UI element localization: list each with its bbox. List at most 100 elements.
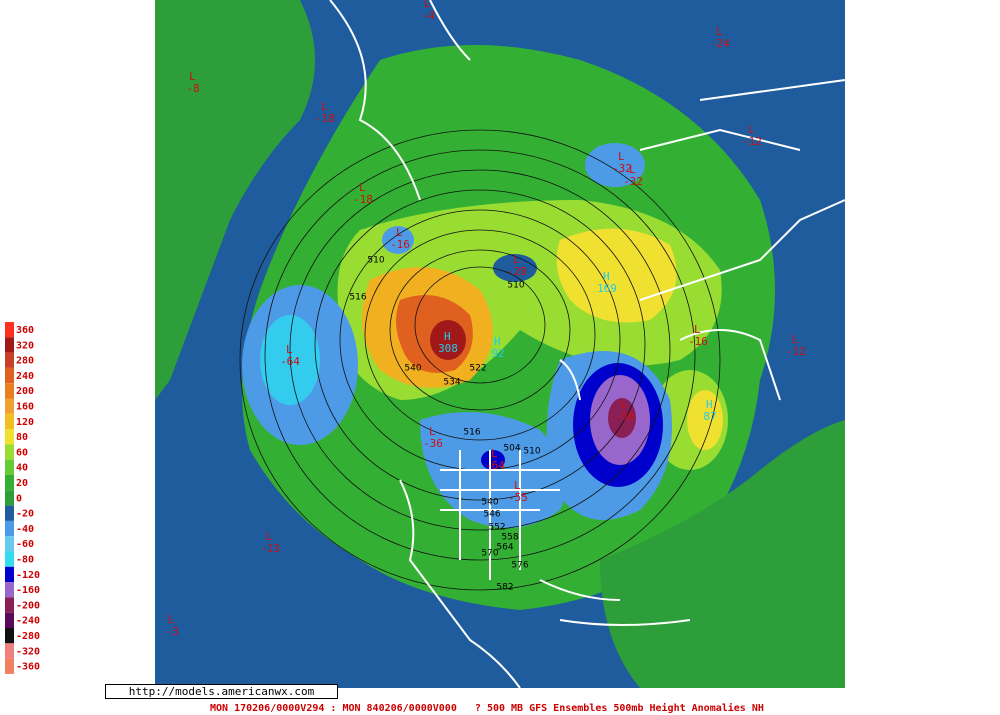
center-kind: L <box>716 25 723 38</box>
contour-label: 534 <box>443 378 460 388</box>
legend-label: -80 <box>16 555 34 566</box>
center-value: -12 <box>742 135 762 148</box>
legend-label: -240 <box>16 616 40 627</box>
pressure-center: L-24 <box>710 25 730 50</box>
center-value: -18 <box>353 193 373 206</box>
pressure-center: L-8 <box>186 70 199 95</box>
center-value: -36 <box>423 437 443 450</box>
center-kind: H <box>444 330 451 343</box>
legend-swatch <box>5 383 14 399</box>
center-kind: L <box>286 343 293 356</box>
legend-label: 280 <box>16 356 34 367</box>
anomaly-field <box>155 0 315 400</box>
source-url: http://models.americanwx.com <box>105 684 338 699</box>
center-kind: L <box>321 100 328 113</box>
contour-label: 564 <box>496 543 513 553</box>
contour-label: 558 <box>501 533 518 543</box>
center-value: -55 <box>508 491 528 504</box>
pressure-center: L-16 <box>688 323 708 348</box>
center-kind: L <box>792 333 799 346</box>
contour-label: 540 <box>404 364 421 374</box>
center-value: -18 <box>315 112 335 125</box>
center-kind: L <box>396 226 403 239</box>
footer: MON 170206/0000V294 : MON 840206/0000V00… <box>210 703 764 714</box>
center-kind: L <box>491 447 498 460</box>
center-kind: L <box>429 425 436 438</box>
center-kind: L <box>618 150 625 163</box>
anomaly-field <box>687 390 723 450</box>
contour-label: 516 <box>463 428 480 438</box>
legend-swatch <box>5 352 14 368</box>
contour-label: 582 <box>496 583 513 593</box>
legend-swatch <box>5 413 14 430</box>
legend-swatch <box>5 566 14 583</box>
pressure-center: L-36 <box>423 425 443 450</box>
center-value: -28 <box>507 265 527 278</box>
coastlines <box>329 0 846 689</box>
pressure-center: L-32 <box>623 163 643 188</box>
contour-label: 552 <box>488 523 505 533</box>
anomaly-field <box>608 398 636 438</box>
anomaly-field <box>600 420 845 688</box>
legend-swatch <box>5 551 14 567</box>
pressure-center: L-12 <box>742 123 762 148</box>
legend-label: 120 <box>16 417 34 428</box>
legend-label: -160 <box>16 585 40 596</box>
pressure-center: H92 <box>491 335 504 360</box>
legend-swatch <box>5 398 14 414</box>
contour-label: 576 <box>511 561 528 571</box>
pressure-center: L-4 <box>421 0 435 22</box>
center-value: -3 <box>165 625 178 638</box>
center-kind: L <box>629 163 636 176</box>
legend: 360320280240200160120806040200-20-40-60-… <box>5 322 40 674</box>
center-kind: L <box>424 0 431 10</box>
legend-label: -60 <box>16 539 34 550</box>
legend-swatch <box>5 337 14 353</box>
center-value: -32 <box>623 175 643 188</box>
legend-label: -360 <box>16 662 40 673</box>
legend-swatch <box>5 628 14 644</box>
pressure-center: L-13 <box>260 530 280 555</box>
anomaly-field <box>556 228 677 323</box>
center-kind: H <box>494 335 501 348</box>
center-value: -4 <box>421 9 435 22</box>
legend-swatch <box>5 505 14 521</box>
map: L-64H308L-56H169H87L-36L-64L-55L-28L-32L… <box>155 0 846 689</box>
pressure-center: L-32 <box>612 150 632 175</box>
legend-swatch <box>5 658 14 674</box>
contour-label: 516 <box>349 293 366 303</box>
legend-swatch <box>5 322 14 338</box>
legend-swatch <box>5 367 14 384</box>
center-value: 92 <box>491 347 504 360</box>
center-value: 169 <box>597 282 617 295</box>
legend-label: 240 <box>16 371 34 382</box>
pressure-center: L-64 <box>280 343 300 368</box>
pressure-center: L-18 <box>353 181 373 206</box>
center-kind: L <box>513 253 520 266</box>
center-value: -13 <box>260 542 280 555</box>
center-value: -64 <box>485 459 505 472</box>
legend-swatch <box>5 490 14 506</box>
center-kind: H <box>603 270 610 283</box>
legend-swatch <box>5 429 14 445</box>
center-value: -64 <box>280 355 300 368</box>
center-kind: L <box>359 181 366 194</box>
center-kind: L <box>748 123 755 136</box>
legend-label: 360 <box>16 325 34 336</box>
pressure-center: L-18 <box>315 100 335 125</box>
legend-swatch <box>5 536 14 552</box>
legend-label: -120 <box>16 570 40 581</box>
contour-label: 510 <box>523 447 540 457</box>
contour-label: 570 <box>481 549 498 559</box>
height-contours <box>239 129 721 591</box>
center-kind: L <box>694 323 701 336</box>
center-kind: L <box>621 398 628 411</box>
legend-swatch <box>5 459 14 475</box>
pressure-center: L-28 <box>507 253 527 278</box>
legend-label: -40 <box>16 524 34 535</box>
legend-swatch <box>5 643 14 659</box>
pressure-center: L-64 <box>485 447 505 472</box>
center-kind: L <box>514 479 521 492</box>
